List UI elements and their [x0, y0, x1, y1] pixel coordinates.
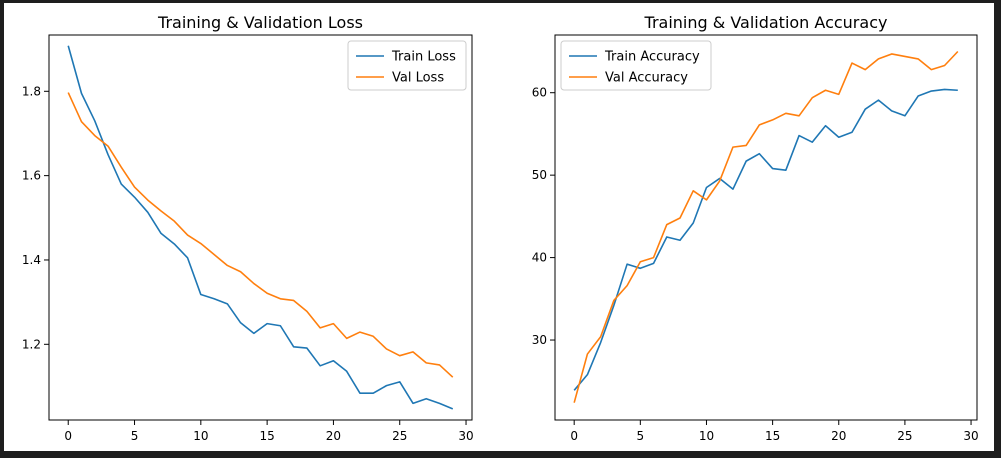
y-tick-label: 50 [532, 168, 547, 182]
x-tick-label: 0 [64, 429, 72, 443]
legend-label: Train Accuracy [604, 50, 700, 65]
legend-label: Val Accuracy [605, 71, 688, 86]
legend-box [560, 40, 712, 91]
legend: Train Accuracy Val Accuracy [560, 40, 712, 91]
y-tick-label: 60 [532, 86, 547, 100]
series-line-train-loss [67, 45, 454, 410]
figure: Training & Validation Loss 0 5 10 15 20 25 30 1.… [4, 3, 994, 451]
series-line-val-accuracy [573, 50, 959, 403]
y-tick-label: 30 [532, 333, 547, 347]
legend-label: Train Loss [391, 50, 456, 65]
x-tick-label: 25 [897, 429, 912, 443]
axes-frame [554, 34, 978, 421]
chart-title: Training & Validation Loss [157, 13, 363, 32]
y-tick-label: 1.4 [22, 253, 41, 267]
series-line-val-loss [67, 92, 454, 378]
subplot-2: Training & Validation Accuracy 0 5 10 15 20 25… [532, 13, 979, 443]
x-tick-label: 10 [699, 429, 714, 443]
x-tick-label: 15 [259, 429, 274, 443]
x-tick-label: 30 [963, 429, 978, 443]
x-tick-label: 30 [458, 429, 473, 443]
chart-figure-svg: Training & Validation Loss 0 5 10 15 20 25 30 1.… [22, 13, 979, 443]
x-tick-label: 25 [392, 429, 407, 443]
legend: Train Loss Val Loss [347, 40, 467, 91]
series-line-train-accuracy [573, 88, 958, 391]
x-tick-label: 20 [831, 429, 846, 443]
x-tick-label: 0 [570, 429, 578, 443]
y-tick-label: 40 [532, 251, 547, 265]
y-tick-label: 1.2 [22, 337, 41, 351]
chart-title: Training & Validation Accuracy [644, 13, 888, 32]
x-tick-label: 5 [637, 429, 645, 443]
x-tick-label: 5 [131, 429, 139, 443]
x-tick-label: 15 [765, 429, 780, 443]
x-tick-label: 20 [326, 429, 341, 443]
legend-label: Val Loss [392, 71, 444, 86]
y-tick-label: 1.6 [22, 169, 41, 183]
subplot-1: Training & Validation Loss 0 5 10 15 20 25 30 1.… [22, 13, 474, 443]
axes-frame [48, 34, 473, 421]
y-tick-label: 1.8 [22, 84, 41, 98]
x-tick-label: 10 [193, 429, 208, 443]
